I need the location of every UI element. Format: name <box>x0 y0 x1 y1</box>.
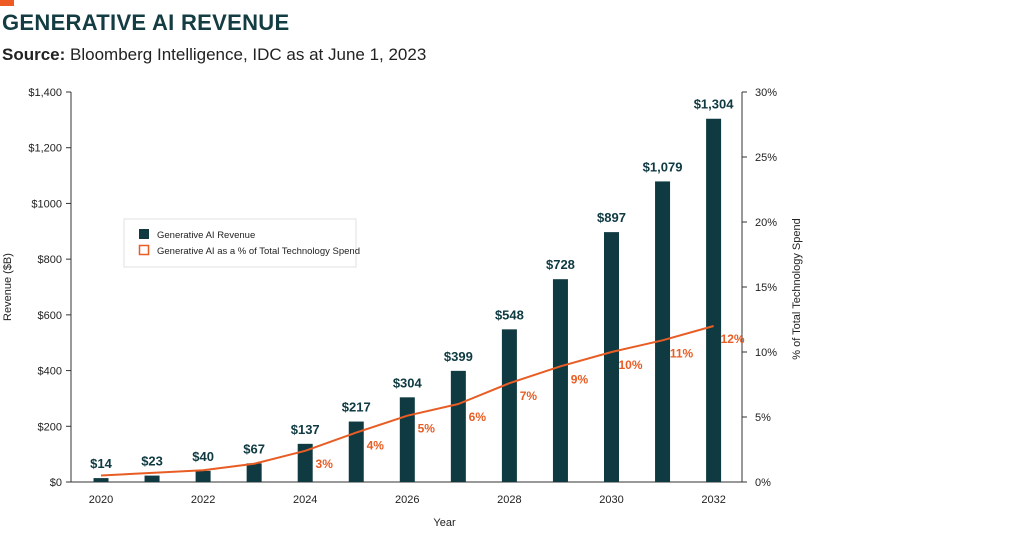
y2-tick-label: 20% <box>755 217 777 229</box>
line-value-label: 10% <box>618 358 642 372</box>
source-text: Bloomberg Intelligence, IDC as at June 1… <box>70 45 427 64</box>
bar <box>93 478 109 482</box>
bar-value-label: $14 <box>90 456 112 471</box>
y2-tick-label: 0% <box>755 477 771 489</box>
y2-tick-label: 10% <box>755 347 777 359</box>
y2-axis-title: % of Total Technology Spend <box>791 218 803 359</box>
x-tick-label: 2022 <box>191 494 215 506</box>
bar-series <box>93 118 722 482</box>
y2-tick-label: 30% <box>755 87 777 99</box>
bar-value-label: $1,304 <box>694 97 735 112</box>
line-value-label: 12% <box>721 332 745 346</box>
legend: Generative AI Revenue Generative AI as a … <box>123 218 360 268</box>
legend-line-swatch <box>138 244 150 256</box>
line-value-label: 6% <box>469 410 487 424</box>
line-value-label: 5% <box>418 422 436 436</box>
page-title: GENERATIVE AI REVENUE <box>2 10 290 35</box>
chart-axes: $0 $200 $400 $600 $800 $1000 $1,200 $1,400 0% 5% 1… <box>2 87 803 529</box>
y-tick-label: $1000 <box>31 198 62 210</box>
bar-value-label: $897 <box>597 210 626 225</box>
y2-tick-label: 5% <box>755 412 771 424</box>
x-tick-label: 2030 <box>599 494 623 506</box>
y-tick-label: $200 <box>38 421 62 433</box>
legend-bar-label: Generative AI Revenue <box>157 230 255 241</box>
y2-tick-label: 25% <box>755 152 777 164</box>
bar-value-label: $67 <box>243 441 265 456</box>
x-tick-label: 2032 <box>701 494 725 506</box>
legend-bar-swatch <box>139 229 149 239</box>
percent-line <box>100 325 714 477</box>
source-label: Source: <box>2 45 66 64</box>
bar <box>348 421 364 482</box>
bar-value-label: $40 <box>192 449 214 464</box>
y-tick-label: $600 <box>38 310 62 322</box>
y-tick-label: $800 <box>38 254 62 266</box>
accent-bar <box>0 0 14 6</box>
legend-box <box>123 218 357 268</box>
bar-value-label: $728 <box>546 257 575 272</box>
bar <box>501 329 517 482</box>
y2-tick-label: 15% <box>755 282 777 294</box>
bar <box>144 475 160 482</box>
bar-value-label: $1,079 <box>643 159 683 174</box>
bar <box>604 232 619 482</box>
data-labels: $14 $23 $40 $67 $137 $217 $304 $399 $548 $728 $897… <box>90 97 745 471</box>
legend-line-label: Generative AI as a % of Total Technology… <box>157 246 360 257</box>
bar <box>246 463 262 482</box>
bar <box>706 118 722 482</box>
y-tick-label: $1,200 <box>28 143 62 155</box>
line-value-label: 3% <box>316 457 334 471</box>
y-tick-label: $400 <box>38 366 62 378</box>
source-line: Source: Bloomberg Intelligence, IDC as a… <box>2 45 426 65</box>
line-value-label: 7% <box>520 389 538 403</box>
bar <box>450 370 466 482</box>
x-tick-label: 2020 <box>89 494 113 506</box>
y-tick-label: $1,400 <box>28 87 62 99</box>
bar-value-label: $399 <box>444 349 473 364</box>
bar <box>399 397 415 482</box>
bar-value-label: $217 <box>342 400 371 415</box>
x-tick-label: 2028 <box>497 494 521 506</box>
line-series <box>100 325 714 477</box>
bar-value-label: $23 <box>141 454 163 469</box>
y-tick-label: $0 <box>50 477 62 489</box>
line-value-label: 9% <box>571 372 589 386</box>
bar <box>655 181 671 482</box>
y-axis-title: Revenue ($B) <box>2 253 14 321</box>
bar-value-label: $137 <box>291 422 320 437</box>
bar <box>195 470 211 482</box>
bar <box>552 279 568 482</box>
x-axis-title: Year <box>433 517 456 529</box>
line-value-label: 4% <box>367 439 385 453</box>
line-value-label: 11% <box>670 346 694 360</box>
bar-value-label: $548 <box>495 307 524 322</box>
bar <box>297 443 313 482</box>
x-tick-label: 2026 <box>395 494 419 506</box>
bar-value-label: $304 <box>393 375 423 390</box>
x-tick-label: 2024 <box>293 494 317 506</box>
